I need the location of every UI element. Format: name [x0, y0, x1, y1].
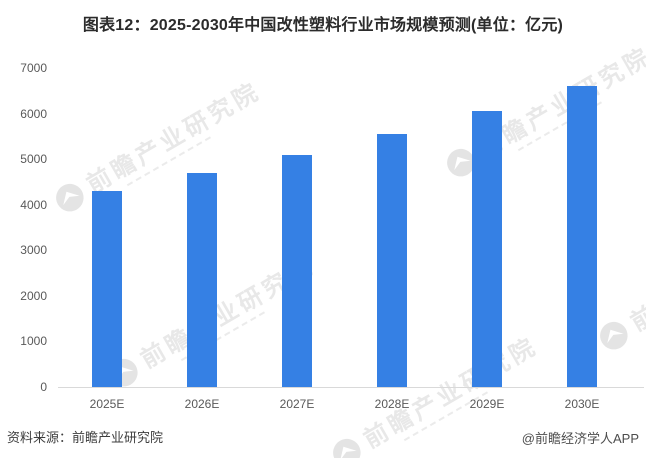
x-axis-baseline [58, 387, 644, 388]
watermark-text: 前瞻产业研究院 [626, 215, 646, 337]
watermark-text: 前瞻产业研究院 [82, 77, 266, 199]
y-tick-label: 3000 [20, 243, 47, 258]
y-tick-label: 6000 [20, 106, 47, 121]
watermark: 前瞻产业研究院 [438, 36, 646, 186]
bar-2025E [92, 191, 122, 387]
y-tick-label: 1000 [20, 334, 47, 349]
x-tick-label-2025E: 2025E [89, 397, 125, 411]
bar-2029E [472, 111, 502, 387]
credit-note: @前瞻经济学人APP [521, 431, 639, 446]
qianzhan-logo-icon [55, 183, 84, 211]
y-tick-label: 0 [40, 380, 47, 394]
y-tick-label: 7000 [20, 61, 47, 75]
bar-2030E [567, 86, 597, 387]
qianzhan-logo-icon [332, 438, 361, 458]
bar-2027E [282, 155, 312, 387]
bar-2026E [187, 173, 217, 387]
x-tick-label-2029E: 2029E [469, 397, 505, 411]
qianzhan-logo-icon [599, 321, 628, 349]
chart-title: 图表12：2025-2030年中国改性塑料行业市场规模预测(单位：亿元) [82, 17, 564, 34]
watermark: 前瞻产业研究院 [591, 209, 646, 359]
y-tick-label: 5000 [20, 152, 47, 167]
watermark: 前瞻产业研究院 [324, 326, 545, 458]
bar-2028E [377, 134, 407, 387]
y-tick-label: 2000 [20, 288, 47, 303]
x-tick-label-2028E: 2028E [374, 397, 410, 411]
x-tick-label-2026E: 2026E [184, 397, 220, 411]
y-tick-label: 4000 [20, 197, 47, 212]
source-note: 资料来源：前瞻产业研究院 [7, 430, 164, 445]
watermark: 前瞻产业研究院 [47, 71, 268, 221]
x-tick-label-2030E: 2030E [564, 397, 600, 411]
x-tick-label-2027E: 2027E [279, 397, 315, 411]
